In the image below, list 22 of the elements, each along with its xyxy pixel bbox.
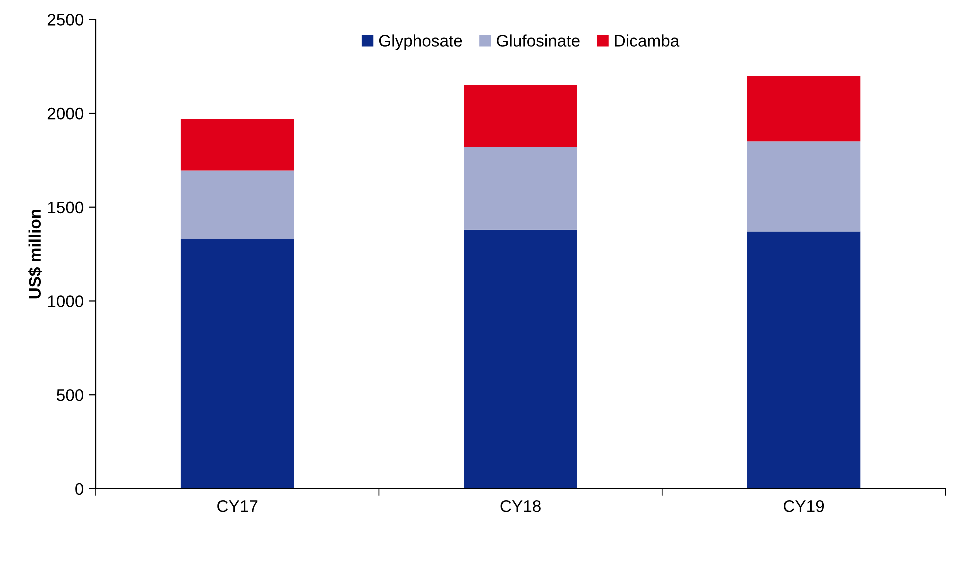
y-axis-title: US$ million [28,210,42,299]
bar [180,239,294,489]
y-tick-label: 2000 [48,108,84,120]
y-tick-label: 500 [57,389,84,402]
bar [747,232,861,489]
bar [180,170,294,240]
bar [464,147,578,230]
legend-label: Glyphosate [379,34,462,50]
x-tick-label: CY17 [218,500,258,512]
bar [464,230,578,489]
y-tick-label: 1000 [48,296,84,308]
bar [747,76,861,142]
bar [180,119,294,171]
y-tick-label: 1500 [48,202,84,214]
y-tick-label: 0 [76,483,84,496]
x-tick-label: CY18 [500,500,541,512]
legend-label: Glufosinate [497,34,580,47]
y-tick-label: 2500 [48,14,84,26]
x-tick-label: CY19 [784,500,824,512]
bar [747,142,861,232]
legend-label: Dicamba [615,34,680,47]
bar [464,85,578,148]
